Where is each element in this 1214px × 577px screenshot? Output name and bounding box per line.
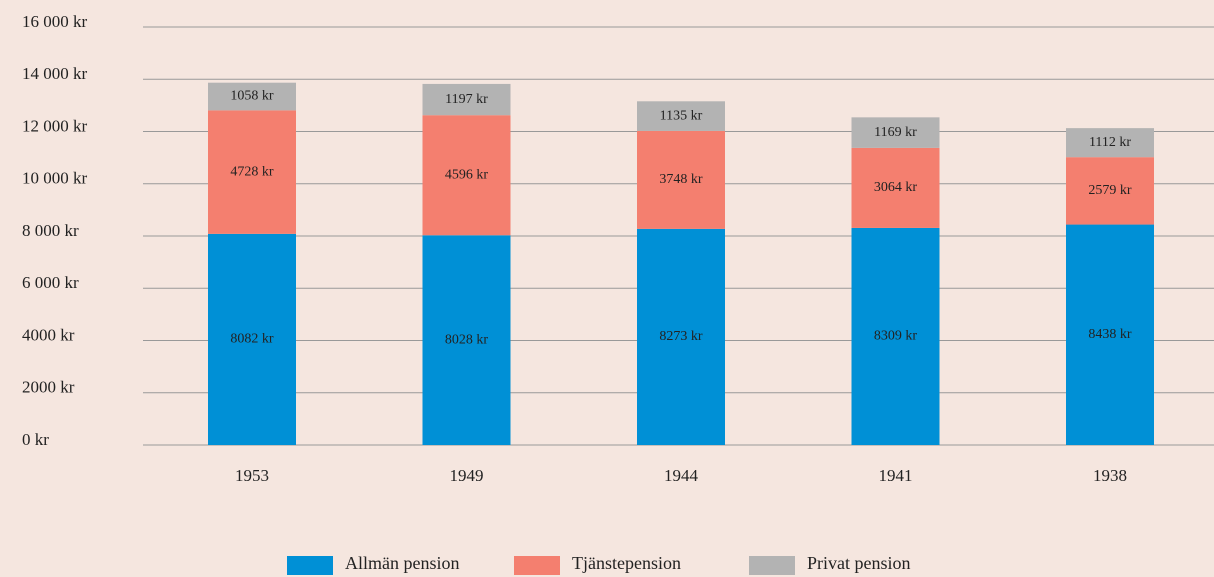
data-label: 1058 kr bbox=[230, 89, 274, 104]
x-tick-label: 1949 bbox=[450, 466, 484, 485]
bar-segment bbox=[851, 147, 940, 228]
x-tick-label: 1953 bbox=[235, 466, 269, 485]
legend-swatch bbox=[514, 556, 560, 575]
bar-segment bbox=[637, 130, 725, 229]
y-tick-label: 10 000 kr bbox=[22, 169, 88, 188]
bar-segment bbox=[208, 233, 296, 445]
y-tick-label: 2000 kr bbox=[22, 378, 75, 397]
y-tick-label: 6 000 kr bbox=[22, 273, 79, 292]
x-tick-label: 1944 bbox=[664, 466, 699, 485]
bar-segment bbox=[1066, 157, 1154, 225]
data-label: 8309 kr bbox=[874, 329, 918, 344]
data-label: 4596 kr bbox=[445, 167, 489, 182]
data-label: 2579 kr bbox=[1088, 183, 1132, 198]
data-label: 8438 kr bbox=[1088, 327, 1132, 342]
legend-swatch bbox=[287, 556, 333, 575]
x-tick-label: 1938 bbox=[1093, 466, 1127, 485]
bar-segment bbox=[637, 101, 725, 131]
y-tick-label: 4000 kr bbox=[22, 325, 75, 344]
bar-segment bbox=[851, 227, 940, 445]
legend-label: Allmän pension bbox=[345, 553, 460, 573]
bar-segment bbox=[422, 235, 511, 445]
data-label: 8028 kr bbox=[445, 332, 489, 347]
data-label: 8273 kr bbox=[659, 329, 703, 344]
y-tick-label: 8 000 kr bbox=[22, 221, 79, 240]
y-tick-label: 12 000 kr bbox=[22, 116, 88, 135]
data-label: 3064 kr bbox=[874, 180, 918, 195]
bar-segment bbox=[1066, 224, 1154, 445]
y-tick-label: 0 kr bbox=[22, 430, 49, 449]
data-label: 8082 kr bbox=[230, 332, 274, 347]
y-tick-label: 14 000 kr bbox=[22, 64, 88, 83]
bar-segment bbox=[1066, 128, 1154, 158]
bar-segment bbox=[422, 115, 511, 236]
data-label: 4728 kr bbox=[230, 164, 274, 179]
data-label: 1112 kr bbox=[1089, 135, 1131, 150]
bar-segment bbox=[208, 110, 296, 234]
data-label: 1197 kr bbox=[445, 92, 488, 107]
data-label: 1169 kr bbox=[874, 125, 917, 140]
legend-label: Privat pension bbox=[807, 553, 911, 573]
legend-swatch bbox=[749, 556, 795, 575]
bar-segment bbox=[422, 83, 511, 116]
bar-segment bbox=[208, 82, 296, 111]
data-label: 1135 kr bbox=[660, 108, 703, 123]
bar-segment bbox=[851, 117, 940, 148]
x-tick-label: 1941 bbox=[879, 466, 913, 485]
bar-segment bbox=[637, 228, 725, 445]
data-label: 3748 kr bbox=[659, 172, 703, 187]
legend-label: Tjänstepension bbox=[572, 553, 681, 573]
y-tick-label: 16 000 kr bbox=[22, 12, 88, 31]
